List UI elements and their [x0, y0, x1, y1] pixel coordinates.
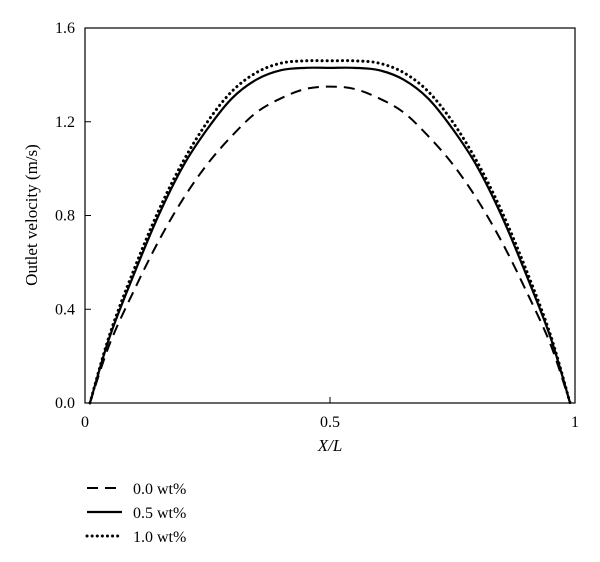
- legend-label: 1.0 wt%: [133, 529, 186, 546]
- y-axis-ticks: 0.0 0.4 0.8 1.2 1.6: [55, 20, 91, 412]
- y-tick-label: 0.4: [55, 301, 75, 318]
- legend-label: 0.0 wt%: [133, 481, 186, 498]
- y-tick-label: 1.6: [55, 20, 75, 37]
- y-tick-label: 0.8: [55, 208, 75, 225]
- series-lines: [88, 59, 572, 405]
- x-tick-label: 0: [81, 414, 89, 431]
- y-tick-label: 0.0: [55, 395, 75, 412]
- y-tick-label: 1.2: [55, 114, 75, 131]
- series-line-solid: [88, 66, 572, 404]
- series-line-dashed: [88, 85, 572, 404]
- x-axis-title: X/L: [317, 436, 343, 455]
- x-tick-label: 1: [571, 414, 579, 431]
- x-axis-ticks: 0 0.5 1: [81, 397, 579, 431]
- legend: 0.0 wt% 0.5 wt% 1.0 wt%: [85, 481, 186, 546]
- x-tick-label: 0.5: [320, 414, 340, 431]
- series-line-dotted: [88, 59, 572, 405]
- y-axis-title: Outlet velocity (m/s): [22, 144, 41, 286]
- legend-label: 0.5 wt%: [133, 505, 186, 522]
